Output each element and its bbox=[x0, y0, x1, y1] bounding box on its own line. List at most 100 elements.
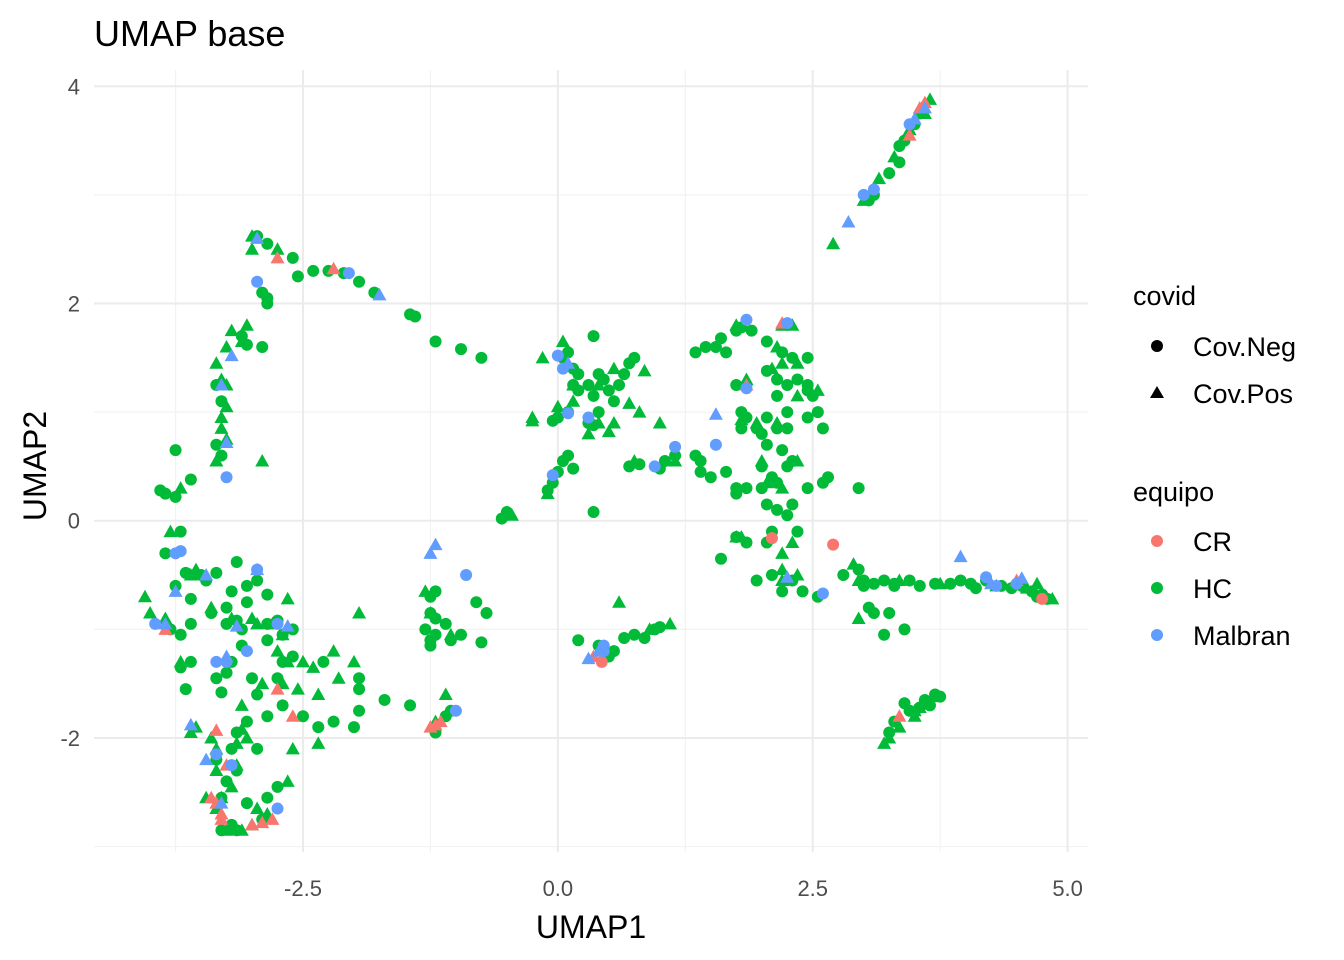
point-hc-cov-neg bbox=[261, 791, 274, 804]
point-hc-cov-pos bbox=[790, 568, 805, 581]
point-hc-cov-pos bbox=[540, 486, 555, 500]
point-hc-cov-pos bbox=[764, 361, 779, 375]
point-hc-cov-pos bbox=[311, 687, 326, 701]
legend-label-cov-pos: Cov.Pos bbox=[1193, 379, 1293, 409]
point-malbran-cov-neg bbox=[867, 183, 880, 196]
point-hc-cov-neg bbox=[822, 471, 835, 484]
point-hc-cov-pos bbox=[234, 823, 249, 836]
point-hc-cov-neg bbox=[572, 634, 585, 647]
legend-covid: covid Cov.Neg Cov.Pos bbox=[1133, 281, 1296, 409]
point-hc-cov-neg bbox=[730, 487, 743, 500]
point-cr-cov-pos bbox=[902, 128, 917, 141]
point-hc-cov-pos bbox=[173, 481, 188, 494]
chart-title: UMAP base bbox=[94, 13, 285, 54]
x-tick-label: 5.0 bbox=[1052, 876, 1083, 901]
point-hc-cov-neg bbox=[215, 686, 228, 699]
point-hc-cov-pos bbox=[224, 779, 239, 793]
point-hc-cov-neg bbox=[455, 343, 468, 356]
point-hc-cov-pos bbox=[887, 149, 902, 163]
point-hc-cov-neg bbox=[378, 693, 391, 706]
point-malbran-cov-neg bbox=[648, 460, 661, 473]
point-hc-cov-neg bbox=[256, 340, 269, 353]
point-cr-cov-pos bbox=[326, 261, 341, 275]
point-hc-cov-pos bbox=[290, 682, 305, 695]
point-hc-cov-pos bbox=[668, 454, 683, 467]
point-hc-cov-pos bbox=[581, 426, 596, 440]
point-hc-cov-neg bbox=[618, 368, 631, 381]
point-hc-cov-pos bbox=[606, 361, 621, 375]
point-hc-cov-neg bbox=[781, 509, 794, 522]
point-hc-cov-neg bbox=[439, 617, 452, 630]
point-hc-cov-pos bbox=[143, 606, 158, 619]
legend-triangle-marker bbox=[1150, 386, 1164, 398]
point-malbran-cov-neg bbox=[562, 407, 575, 420]
point-hc-cov-neg bbox=[475, 636, 488, 649]
point-hc-cov-neg bbox=[184, 617, 197, 630]
point-hc-cov-neg bbox=[159, 487, 172, 500]
point-hc-cov-neg bbox=[404, 699, 417, 712]
point-malbran-cov-neg bbox=[546, 469, 559, 482]
point-hc-cov-neg bbox=[898, 697, 911, 710]
point-hc-cov-neg bbox=[923, 699, 936, 712]
point-malbran-cov-neg bbox=[460, 569, 473, 582]
point-hc-cov-pos bbox=[285, 741, 300, 755]
point-malbran-cov-pos bbox=[780, 570, 795, 583]
point-hc-cov-neg bbox=[714, 332, 727, 345]
point-hc-cov-neg bbox=[210, 566, 223, 579]
legend-covid-title: covid bbox=[1133, 281, 1196, 311]
point-hc-cov-neg bbox=[781, 460, 794, 473]
point-hc-cov-neg bbox=[765, 569, 778, 582]
point-malbran-cov-pos bbox=[219, 435, 234, 449]
point-hc-cov-neg bbox=[699, 340, 712, 353]
point-hc-cov-pos bbox=[270, 242, 285, 255]
point-malbran-cov-neg bbox=[271, 802, 284, 815]
point-hc-cov-pos bbox=[851, 611, 866, 624]
x-tick-label: -2.5 bbox=[284, 876, 322, 901]
point-malbran-cov-pos bbox=[199, 752, 214, 766]
point-malbran-cov-neg bbox=[240, 645, 253, 658]
point-malbran-cov-neg bbox=[169, 547, 182, 560]
point-malbran-cov-pos bbox=[953, 549, 968, 563]
point-hc-cov-pos bbox=[250, 801, 265, 815]
point-hc-cov-neg bbox=[760, 438, 773, 451]
point-malbran-cov-neg bbox=[740, 313, 753, 326]
point-hc-cov-pos bbox=[214, 410, 229, 424]
point-hc-cov-neg bbox=[261, 710, 274, 723]
point-hc-cov-neg bbox=[317, 655, 330, 668]
point-malbran-cov-pos bbox=[581, 651, 596, 665]
point-hc-cov-pos bbox=[612, 595, 627, 608]
point-cr-cov-pos bbox=[270, 250, 285, 264]
point-malbran-cov-neg bbox=[220, 471, 233, 484]
point-hc-cov-pos bbox=[566, 377, 581, 391]
point-hc-cov-neg bbox=[613, 378, 626, 391]
point-malbran-cov-neg bbox=[709, 438, 722, 451]
point-hc-cov-neg bbox=[755, 427, 768, 440]
point-hc-cov-neg bbox=[638, 632, 651, 645]
point-cr-cov-neg bbox=[765, 532, 778, 545]
point-malbran-cov-neg bbox=[816, 587, 829, 600]
point-hc-cov-pos bbox=[209, 356, 224, 369]
point-malbran-cov-pos bbox=[917, 101, 932, 114]
point-cr-cov-pos bbox=[270, 682, 285, 695]
point-hc-cov-neg bbox=[878, 628, 891, 641]
point-hc-cov-neg bbox=[658, 455, 671, 467]
point-hc-cov-pos bbox=[306, 660, 321, 673]
point-malbran-cov-pos bbox=[214, 796, 229, 809]
point-hc-cov-pos bbox=[622, 396, 637, 409]
point-hc-cov-neg bbox=[210, 438, 223, 451]
point-hc-cov-neg bbox=[179, 683, 192, 696]
point-hc-cov-neg bbox=[184, 655, 197, 668]
point-hc-cov-pos bbox=[826, 236, 841, 250]
point-hc-cov-neg bbox=[470, 596, 483, 609]
point-hc-cov-pos bbox=[775, 356, 790, 369]
point-hc-cov-neg bbox=[720, 346, 733, 359]
point-hc-cov-pos bbox=[759, 475, 774, 489]
point-hc-cov-pos bbox=[555, 334, 570, 348]
point-hc-cov-neg bbox=[944, 577, 957, 590]
point-hc-cov-pos bbox=[882, 730, 897, 744]
point-hc-cov-neg bbox=[230, 556, 243, 569]
point-hc-cov-pos bbox=[204, 600, 219, 614]
point-hc-cov-pos bbox=[219, 823, 234, 836]
point-malbran-cov-pos bbox=[219, 649, 234, 662]
